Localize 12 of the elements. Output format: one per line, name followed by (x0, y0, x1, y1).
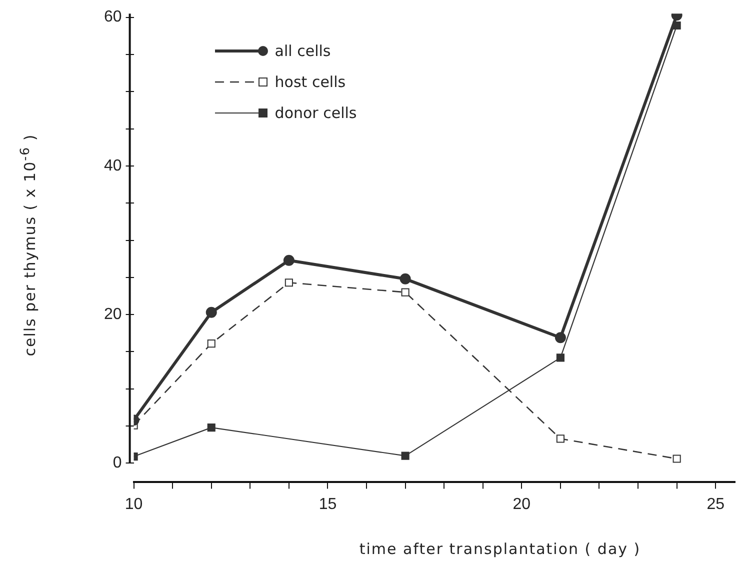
y-tick-label: 20 (104, 306, 122, 323)
y-tick-label: 60 (104, 8, 122, 26)
x-tick-label: 25 (706, 496, 725, 513)
legend-label: all cells (274, 42, 331, 60)
x-tick-label: 10 (124, 496, 143, 513)
y-tick-label: 40 (104, 157, 122, 174)
legend-label: donor cells (274, 104, 357, 122)
x-tick-label: 20 (512, 496, 531, 513)
y-tick-label: 0 (112, 454, 122, 472)
x-axis-title: time after transplantation ( day ) (359, 540, 641, 558)
legend-label: host cells (274, 73, 346, 92)
x-tick-label: 15 (318, 496, 337, 513)
